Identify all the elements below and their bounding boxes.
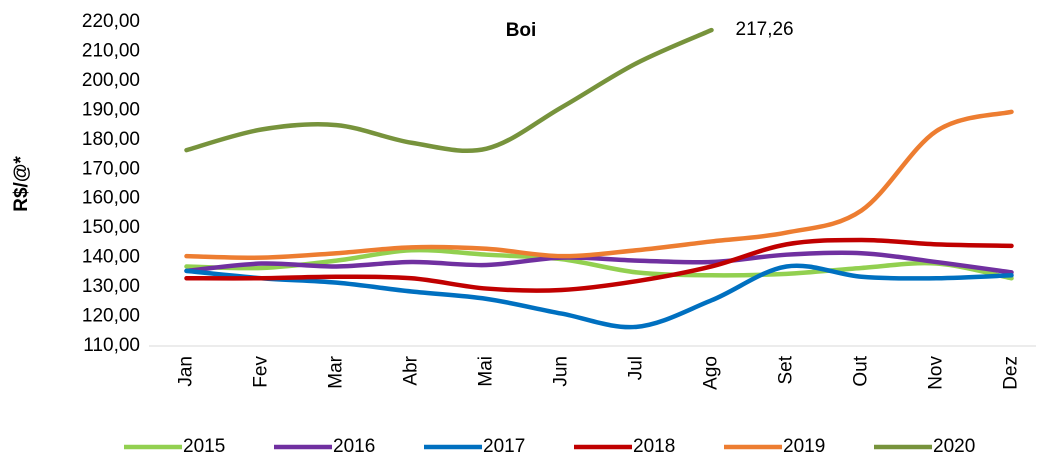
legend-label: 2016 [333,436,375,457]
y-tick-label: 200,00 [82,70,140,91]
x-tick-label: Out [851,355,872,386]
legend-label: 2015 [183,436,225,457]
y-tick-label: 220,00 [82,11,140,32]
legend-label: 2017 [483,436,525,457]
series-line [184,237,1014,293]
legend-label: 2020 [933,436,975,457]
x-tick-label: Ago [701,356,722,390]
x-tick-label: Nov [926,356,947,390]
x-tick-label: Dez [1001,356,1022,390]
y-tick-label: 160,00 [82,188,140,209]
legend-label: 2019 [783,436,825,457]
y-axis-label: R$/@* [11,156,32,212]
series-line [184,250,1014,275]
legend-label: 2018 [633,436,675,457]
x-tick-label: Abr [401,355,422,385]
chart-title: Boi [506,20,537,41]
y-tick-label: 120,00 [82,306,140,327]
x-tick-label: Set [776,355,797,384]
y-tick-label: 110,00 [83,335,140,356]
y-tick-label: 130,00 [82,276,140,297]
y-tick-label: 190,00 [82,99,140,120]
x-tick-label: Jun [551,356,572,387]
x-tick-label: Jan [176,356,197,387]
series-line [184,263,1014,330]
x-tick-label: Fev [251,356,272,388]
y-tick-label: 170,00 [82,158,140,179]
data-label: 217,26 [736,19,794,40]
y-tick-label: 140,00 [82,247,140,268]
y-tick-label: 210,00 [82,40,140,61]
series-line [184,109,1014,260]
series-line [184,27,714,153]
y-tick-label: 150,00 [82,217,140,238]
series-line [184,247,1014,281]
x-tick-label: Mar [326,355,347,388]
x-tick-label: Mai [476,356,497,387]
x-tick-label: Jul [626,356,647,380]
y-tick-label: 180,00 [82,129,140,150]
